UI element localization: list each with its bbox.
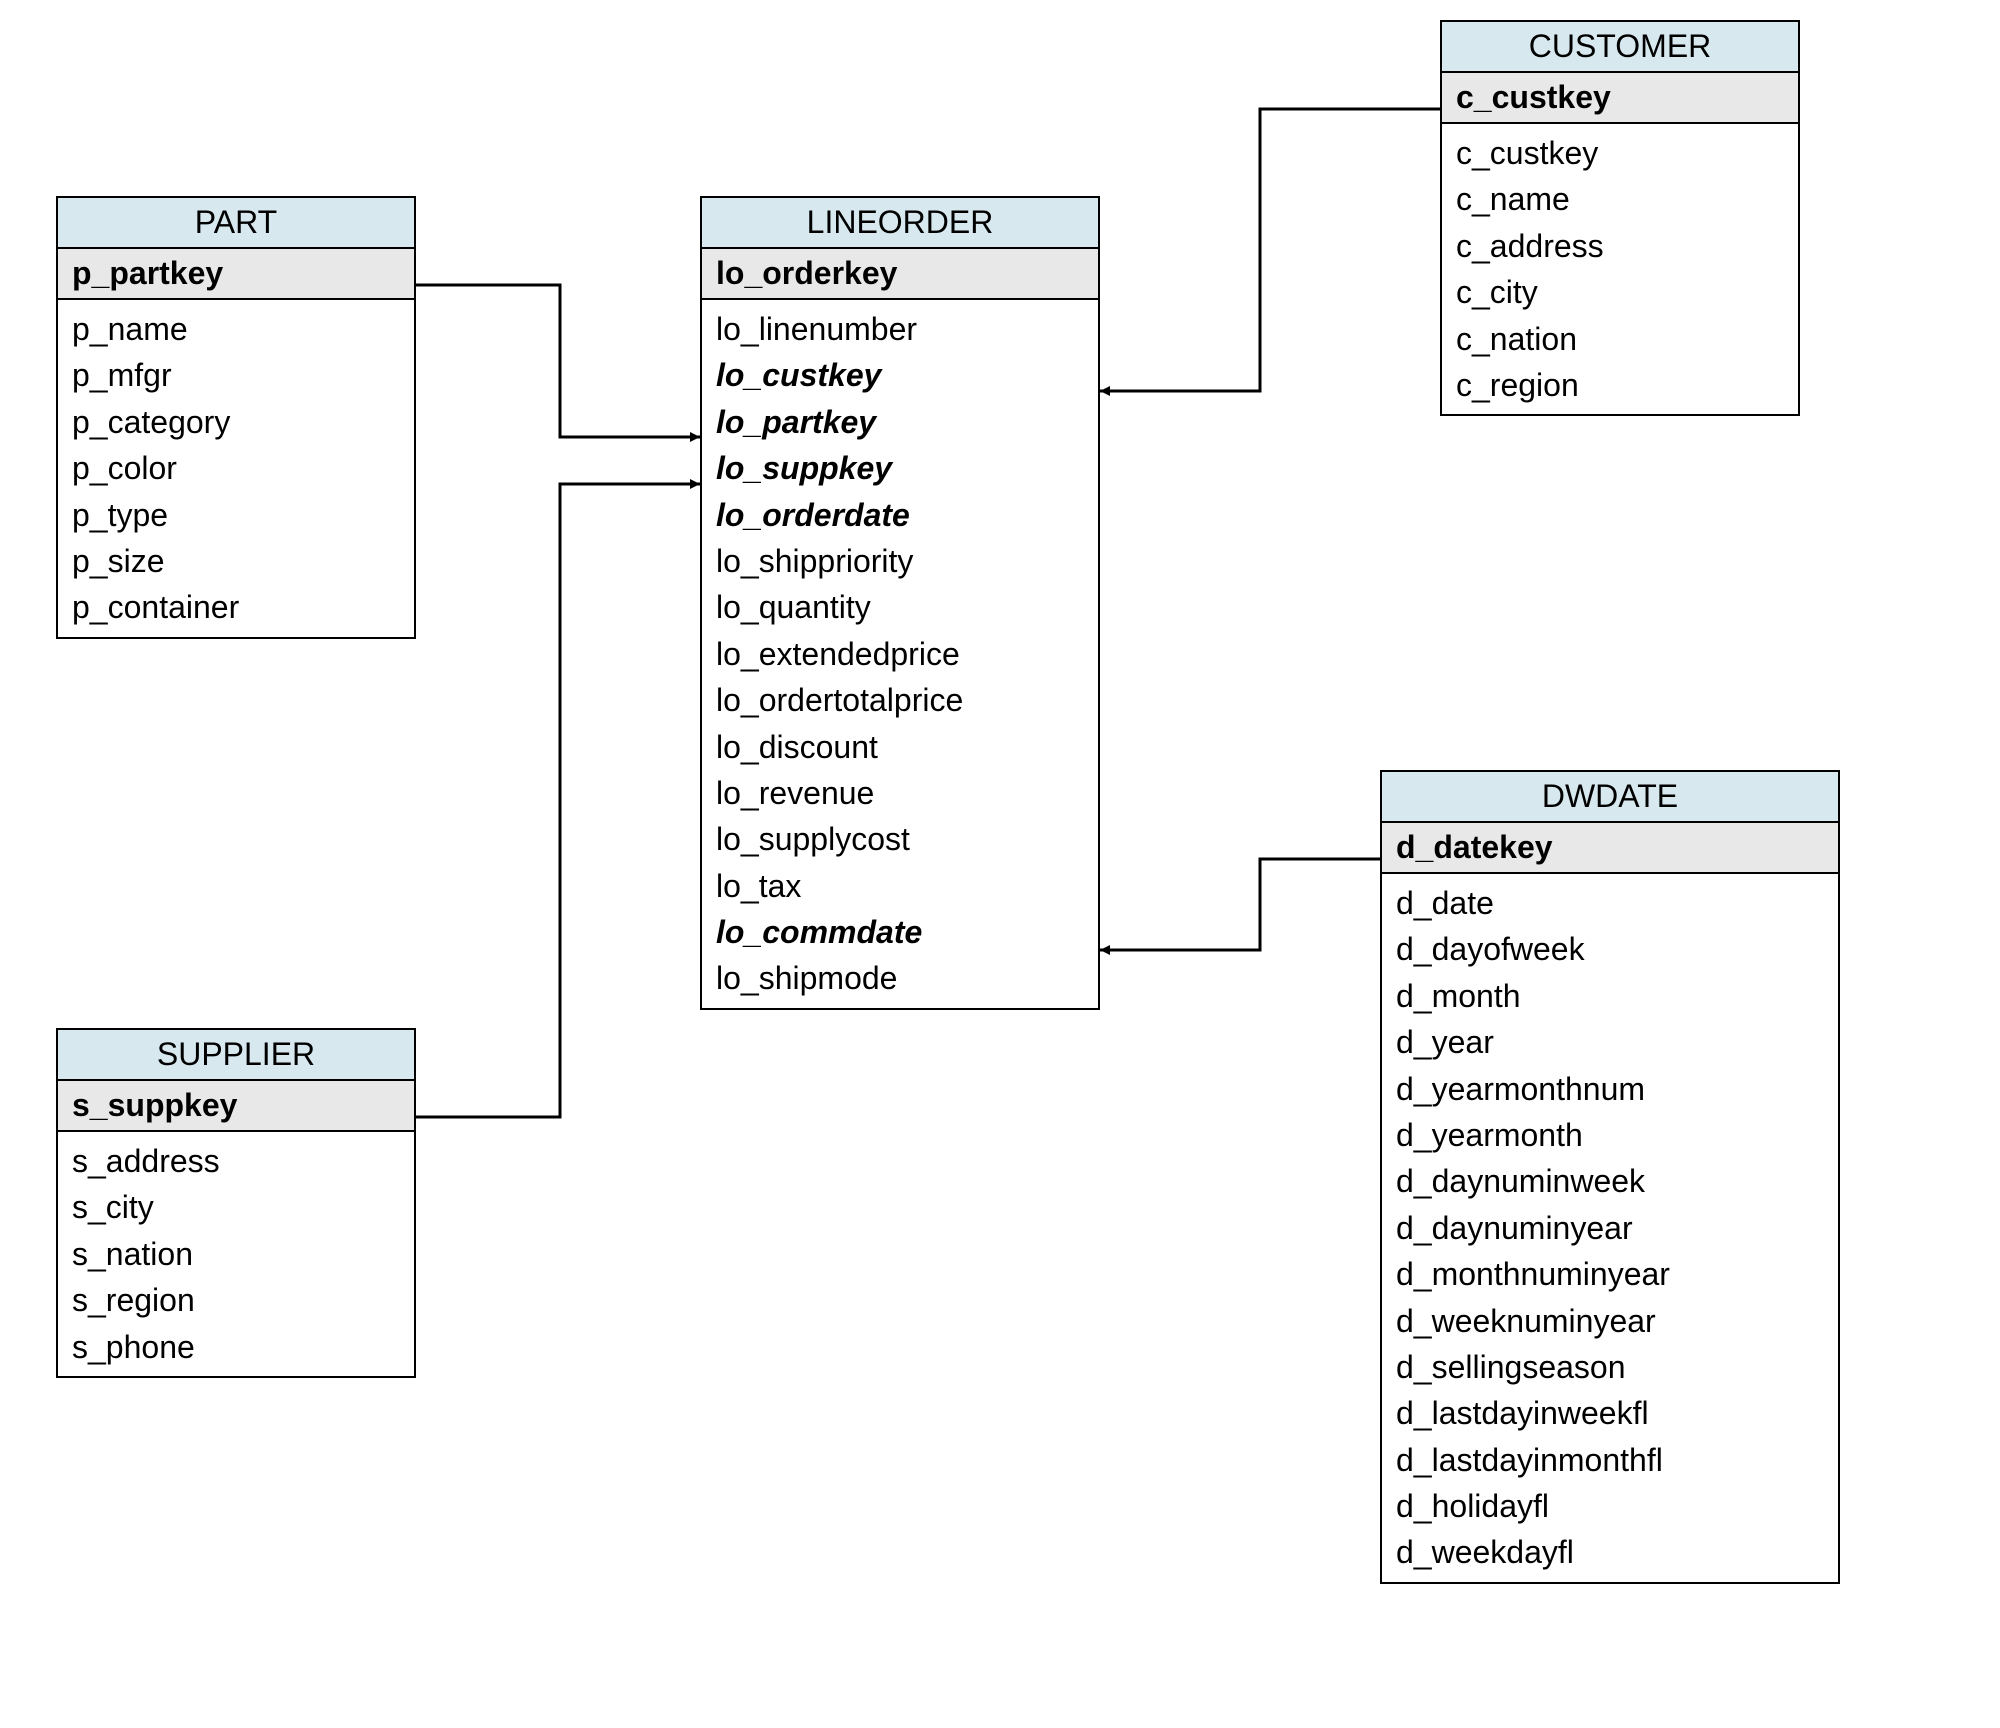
field-lo_supplycost: lo_supplycost (716, 816, 1084, 862)
table-title-customer: CUSTOMER (1442, 22, 1798, 73)
edge-dwdate-to-lo_commdate (1100, 859, 1380, 950)
field-c_name: c_name (1456, 176, 1784, 222)
table-key-lineorder: lo_orderkey (702, 249, 1098, 300)
edge-customer-to-lo_custkey (1100, 109, 1440, 391)
field-lo_extendedprice: lo_extendedprice (716, 631, 1084, 677)
table-lineorder: LINEORDER lo_orderkey lo_linenumberlo_cu… (700, 196, 1100, 1010)
field-d_sellingseason: d_sellingseason (1396, 1344, 1824, 1390)
field-p_container: p_container (72, 584, 400, 630)
field-s_city: s_city (72, 1184, 400, 1230)
field-d_holidayfl: d_holidayfl (1396, 1483, 1824, 1529)
field-lo_shipmode: lo_shipmode (716, 955, 1084, 1001)
table-dwdate: DWDATE d_datekey d_dated_dayofweekd_mont… (1380, 770, 1840, 1584)
field-c_custkey: c_custkey (1456, 130, 1784, 176)
field-lo_discount: lo_discount (716, 724, 1084, 770)
field-lo_suppkey: lo_suppkey (716, 445, 1084, 491)
field-p_size: p_size (72, 538, 400, 584)
table-title-lineorder: LINEORDER (702, 198, 1098, 249)
field-d_yearmonth: d_yearmonth (1396, 1112, 1824, 1158)
edge-part-to-lo_partkey (416, 285, 700, 437)
field-lo_quantity: lo_quantity (716, 584, 1084, 630)
table-body-customer: c_custkeyc_namec_addressc_cityc_nationc_… (1442, 124, 1798, 414)
field-d_lastdayinmonthfl: d_lastdayinmonthfl (1396, 1437, 1824, 1483)
table-key-dwdate: d_datekey (1382, 823, 1838, 874)
field-lo_linenumber: lo_linenumber (716, 306, 1084, 352)
field-s_address: s_address (72, 1138, 400, 1184)
field-d_lastdayinweekfl: d_lastdayinweekfl (1396, 1390, 1824, 1436)
field-d_dayofweek: d_dayofweek (1396, 926, 1824, 972)
field-d_weeknuminyear: d_weeknuminyear (1396, 1298, 1824, 1344)
table-body-lineorder: lo_linenumberlo_custkeylo_partkeylo_supp… (702, 300, 1098, 1008)
field-d_daynuminyear: d_daynuminyear (1396, 1205, 1824, 1251)
table-customer: CUSTOMER c_custkey c_custkeyc_namec_addr… (1440, 20, 1800, 416)
table-title-supplier: SUPPLIER (58, 1030, 414, 1081)
field-s_region: s_region (72, 1277, 400, 1323)
field-p_name: p_name (72, 306, 400, 352)
field-lo_tax: lo_tax (716, 863, 1084, 909)
field-d_weekdayfl: d_weekdayfl (1396, 1529, 1824, 1575)
field-c_city: c_city (1456, 269, 1784, 315)
table-key-supplier: s_suppkey (58, 1081, 414, 1132)
field-d_month: d_month (1396, 973, 1824, 1019)
table-title-dwdate: DWDATE (1382, 772, 1838, 823)
table-body-part: p_namep_mfgrp_categoryp_colorp_typep_siz… (58, 300, 414, 637)
field-d_monthnuminyear: d_monthnuminyear (1396, 1251, 1824, 1297)
table-supplier: SUPPLIER s_suppkey s_addresss_citys_nati… (56, 1028, 416, 1378)
table-part: PART p_partkey p_namep_mfgrp_categoryp_c… (56, 196, 416, 639)
field-d_yearmonthnum: d_yearmonthnum (1396, 1066, 1824, 1112)
table-key-customer: c_custkey (1442, 73, 1798, 124)
field-c_region: c_region (1456, 362, 1784, 408)
field-lo_revenue: lo_revenue (716, 770, 1084, 816)
field-c_address: c_address (1456, 223, 1784, 269)
er-diagram-canvas: PART p_partkey p_namep_mfgrp_categoryp_c… (0, 0, 2000, 1728)
field-lo_orderdate: lo_orderdate (716, 492, 1084, 538)
table-body-dwdate: d_dated_dayofweekd_monthd_yeard_yearmont… (1382, 874, 1838, 1582)
field-lo_ordertotalprice: lo_ordertotalprice (716, 677, 1084, 723)
field-d_date: d_date (1396, 880, 1824, 926)
field-d_year: d_year (1396, 1019, 1824, 1065)
field-lo_custkey: lo_custkey (716, 352, 1084, 398)
field-s_nation: s_nation (72, 1231, 400, 1277)
table-title-part: PART (58, 198, 414, 249)
field-s_phone: s_phone (72, 1324, 400, 1370)
field-p_mfgr: p_mfgr (72, 352, 400, 398)
field-c_nation: c_nation (1456, 316, 1784, 362)
field-p_category: p_category (72, 399, 400, 445)
edge-supplier-to-lo_suppkey (416, 484, 700, 1117)
field-lo_shippriority: lo_shippriority (716, 538, 1084, 584)
table-body-supplier: s_addresss_citys_nations_regions_phone (58, 1132, 414, 1376)
table-key-part: p_partkey (58, 249, 414, 300)
field-p_color: p_color (72, 445, 400, 491)
field-p_type: p_type (72, 492, 400, 538)
field-lo_partkey: lo_partkey (716, 399, 1084, 445)
field-d_daynuminweek: d_daynuminweek (1396, 1158, 1824, 1204)
field-lo_commdate: lo_commdate (716, 909, 1084, 955)
